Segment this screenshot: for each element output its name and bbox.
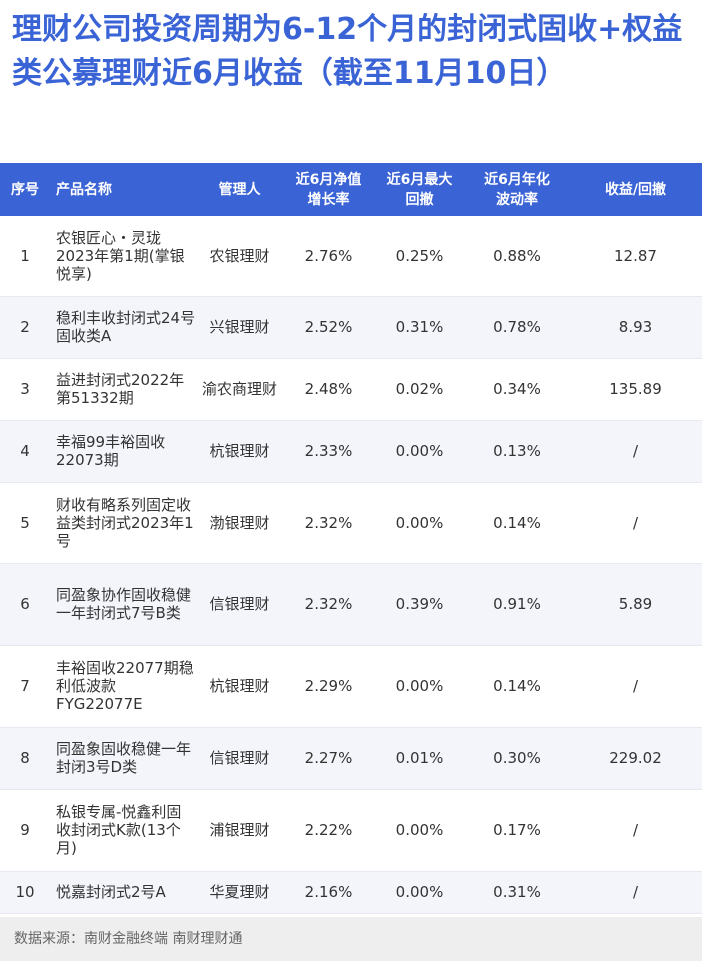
- col-header-manager: 管理人: [196, 163, 283, 216]
- col-header-growth: 近6月净值增长率: [283, 163, 374, 216]
- growth-value: 2.27%: [283, 727, 374, 790]
- ratio-value: 5.89: [569, 563, 702, 646]
- data-source-text: 数据来源：南财金融终端 南财理财通: [14, 931, 243, 947]
- col-header-ratio: 收益/回撤: [569, 163, 702, 216]
- row-index: 4: [0, 420, 50, 483]
- ratio-value: 12.87: [569, 216, 702, 297]
- drawdown-value: 0.02%: [374, 358, 465, 421]
- product-name: 稳利丰收封闭式24号固收类A: [50, 296, 196, 359]
- row-index: 10: [0, 871, 50, 914]
- table-row: 5 财收有略系列固定收益类封闭式2023年1号 渤银理财 2.32% 0.00%…: [0, 482, 702, 564]
- manager-name: 杭银理财: [196, 645, 283, 728]
- volatility-value: 0.91%: [465, 563, 569, 646]
- ratio-value: 135.89: [569, 358, 702, 421]
- table-row: 7 丰裕固收22077期稳利低波款FYG22077E 杭银理财 2.29% 0.…: [0, 645, 702, 728]
- growth-value: 2.33%: [283, 420, 374, 483]
- table-row: 2 稳利丰收封闭式24号固收类A 兴银理财 2.52% 0.31% 0.78% …: [0, 296, 702, 359]
- row-index: 2: [0, 296, 50, 359]
- manager-name: 信银理财: [196, 727, 283, 790]
- growth-value: 2.48%: [283, 358, 374, 421]
- row-index: 6: [0, 563, 50, 646]
- table-row: 10 悦嘉封闭式2号A 华夏理财 2.16% 0.00% 0.31% /: [0, 871, 702, 914]
- manager-name: 农银理财: [196, 216, 283, 297]
- volatility-value: 0.88%: [465, 216, 569, 297]
- manager-name: 信银理财: [196, 563, 283, 646]
- ratio-value: 229.02: [569, 727, 702, 790]
- table-row: 1 农银匠心・灵珑2023年第1期(掌银悦享) 农银理财 2.76% 0.25%…: [0, 216, 702, 297]
- manager-name: 渝农商理财: [196, 358, 283, 421]
- growth-value: 2.52%: [283, 296, 374, 359]
- drawdown-value: 0.39%: [374, 563, 465, 646]
- volatility-value: 0.34%: [465, 358, 569, 421]
- ratio-value: /: [569, 482, 702, 564]
- drawdown-value: 0.00%: [374, 789, 465, 872]
- drawdown-value: 0.00%: [374, 871, 465, 914]
- row-index: 8: [0, 727, 50, 790]
- growth-value: 2.22%: [283, 789, 374, 872]
- growth-value: 2.16%: [283, 871, 374, 914]
- table-row: 9 私银专属-悦鑫利固收封闭式K款(13个月) 浦银理财 2.22% 0.00%…: [0, 789, 702, 872]
- product-name: 财收有略系列固定收益类封闭式2023年1号: [50, 482, 196, 564]
- ratio-value: /: [569, 645, 702, 728]
- manager-name: 渤银理财: [196, 482, 283, 564]
- table-row: 4 幸福99丰裕固收22073期 杭银理财 2.33% 0.00% 0.13% …: [0, 420, 702, 483]
- ratio-value: /: [569, 420, 702, 483]
- table-row: 6 同盈象协作固收稳健一年封闭式7号B类 信银理财 2.32% 0.39% 0.…: [0, 563, 702, 646]
- product-name: 益进封闭式2022年第51332期: [50, 358, 196, 421]
- products-table: 序号 产品名称 管理人 近6月净值增长率 近6月最大回撤 近6月年化波动率 收益…: [0, 163, 702, 914]
- growth-value: 2.32%: [283, 563, 374, 646]
- product-name: 同盈象固收稳健一年封闭3号D类: [50, 727, 196, 790]
- row-index: 1: [0, 216, 50, 297]
- row-index: 5: [0, 482, 50, 564]
- table-row: 3 益进封闭式2022年第51332期 渝农商理财 2.48% 0.02% 0.…: [0, 358, 702, 421]
- col-header-drawdown: 近6月最大回撤: [374, 163, 465, 216]
- manager-name: 兴银理财: [196, 296, 283, 359]
- drawdown-value: 0.00%: [374, 420, 465, 483]
- row-index: 3: [0, 358, 50, 421]
- ratio-value: /: [569, 789, 702, 872]
- drawdown-value: 0.00%: [374, 645, 465, 728]
- product-name: 幸福99丰裕固收22073期: [50, 420, 196, 483]
- drawdown-value: 0.31%: [374, 296, 465, 359]
- growth-value: 2.32%: [283, 482, 374, 564]
- product-name: 同盈象协作固收稳健一年封闭式7号B类: [50, 563, 196, 646]
- manager-name: 华夏理财: [196, 871, 283, 914]
- table-header-row: 序号 产品名称 管理人 近6月净值增长率 近6月最大回撤 近6月年化波动率 收益…: [0, 163, 702, 216]
- row-index: 9: [0, 789, 50, 872]
- growth-value: 2.29%: [283, 645, 374, 728]
- page-title: 理财公司投资周期为6-12个月的封闭式固收+权益类公募理财近6月收益（截至11月…: [12, 12, 683, 91]
- volatility-value: 0.31%: [465, 871, 569, 914]
- product-name: 农银匠心・灵珑2023年第1期(掌银悦享): [50, 216, 196, 297]
- ratio-value: 8.93: [569, 296, 702, 359]
- ratio-value: /: [569, 871, 702, 914]
- product-name: 丰裕固收22077期稳利低波款FYG22077E: [50, 645, 196, 728]
- data-source-footer: 数据来源：南财金融终端 南财理财通: [0, 917, 702, 961]
- volatility-value: 0.17%: [465, 789, 569, 872]
- col-header-name: 产品名称: [50, 163, 196, 216]
- manager-name: 浦银理财: [196, 789, 283, 872]
- manager-name: 杭银理财: [196, 420, 283, 483]
- volatility-value: 0.13%: [465, 420, 569, 483]
- drawdown-value: 0.00%: [374, 482, 465, 564]
- table-row: 8 同盈象固收稳健一年封闭3号D类 信银理财 2.27% 0.01% 0.30%…: [0, 727, 702, 790]
- drawdown-value: 0.01%: [374, 727, 465, 790]
- row-index: 7: [0, 645, 50, 728]
- col-header-idx: 序号: [0, 163, 50, 216]
- product-name: 悦嘉封闭式2号A: [50, 871, 196, 914]
- volatility-value: 0.30%: [465, 727, 569, 790]
- col-header-volatility: 近6月年化波动率: [465, 163, 569, 216]
- growth-value: 2.76%: [283, 216, 374, 297]
- volatility-value: 0.14%: [465, 645, 569, 728]
- volatility-value: 0.78%: [465, 296, 569, 359]
- product-name: 私银专属-悦鑫利固收封闭式K款(13个月): [50, 789, 196, 872]
- volatility-value: 0.14%: [465, 482, 569, 564]
- drawdown-value: 0.25%: [374, 216, 465, 297]
